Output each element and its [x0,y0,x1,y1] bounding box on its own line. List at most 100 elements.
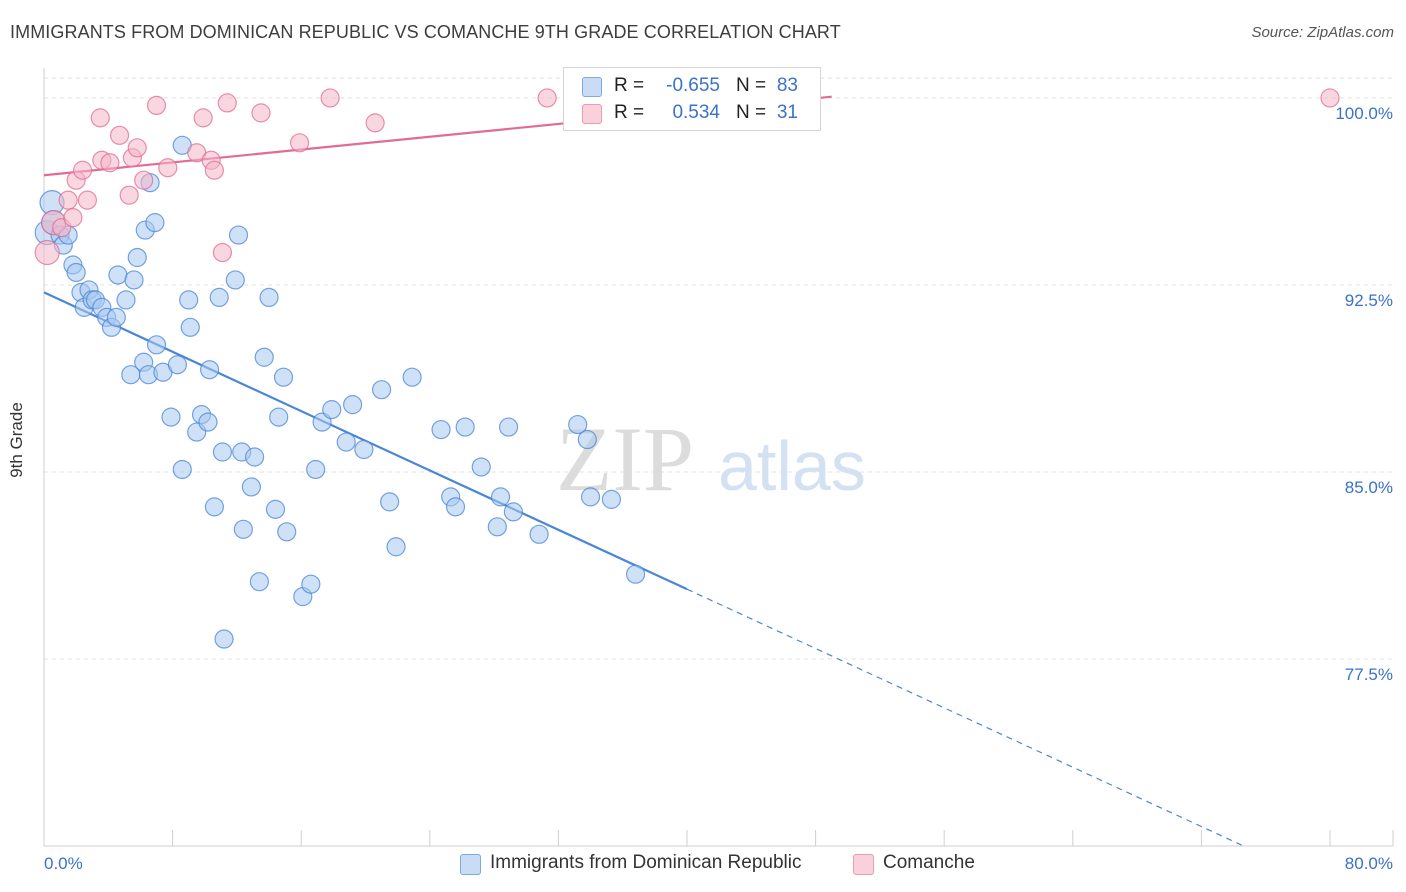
point-dominican [601,489,622,509]
point-dominican [487,517,507,537]
stats-swatch-dominican [582,77,602,97]
r-value: -0.655 [666,75,720,96]
point-dominican [471,457,491,477]
point-dominican [116,290,136,310]
point-dominican [179,290,199,310]
n-label: N = [736,75,767,96]
stats-swatch-comanche [582,104,602,124]
point-dominican [273,367,294,387]
point-dominican [402,367,422,387]
point-dominican [336,432,356,452]
legend-swatch-comanche [853,854,874,875]
point-dominican [354,439,374,460]
trend-line-extension [686,588,1242,846]
legend-label-dominican: Immigrants from Dominican Republic [490,852,802,873]
r-label: R = [614,75,645,96]
point-dominican [199,360,220,380]
point-dominican [172,459,192,480]
point-dominican [455,417,475,437]
x-tick-label: 0.0% [44,854,83,873]
point-comanche [204,160,224,180]
point-dominican [577,429,597,450]
stats-row-comanche: R = 0.534 N = 31 [564,101,820,125]
point-dominican [106,307,126,327]
point-dominican [503,502,523,522]
point-comanche [134,170,154,190]
n-value: 31 [776,102,798,123]
point-dominican [167,355,188,375]
point-dominican [269,407,289,427]
y-tick-label: 85.0% [1345,478,1393,497]
point-dominican [306,459,326,480]
point-comanche [119,185,139,205]
point-comanche [158,158,178,178]
point-dominican [386,537,406,557]
point-dominican [431,419,451,440]
point-comanche [63,208,83,228]
point-dominican [244,447,265,467]
point-comanche [34,239,60,266]
point-dominican [343,395,363,415]
point-comanche [90,108,110,128]
legend-swatch-dominican [460,854,481,875]
stats-box: R = -0.655 N = 83 R = 0.534 N = 31 [563,67,821,131]
y-axis-label: 9th Grade [7,402,26,478]
chart-title: IMMIGRANTS FROM DOMINICAN REPUBLIC VS CO… [10,22,841,42]
watermark: ZIP atlas [556,408,866,510]
y-tick-label: 100.0% [1335,104,1393,123]
point-dominican [259,287,279,308]
point-dominican [241,477,261,497]
point-dominican [145,213,165,233]
point-dominican [498,417,519,437]
point-comanche [1320,88,1340,108]
point-dominican [568,414,588,435]
legend-label-comanche: Comanche [883,852,975,873]
point-dominican [228,225,249,245]
point-dominican [445,497,466,517]
source-label: Source: ZipAtlas.com [1251,24,1394,41]
point-dominican [249,572,270,592]
point-comanche [365,113,385,133]
point-comanche [77,190,98,210]
point-dominican [580,487,601,507]
point-comanche [100,153,120,173]
point-dominican [225,270,245,290]
point-dominican [204,497,224,517]
point-comanche [72,160,93,180]
point-comanche [58,190,78,210]
point-comanche [127,138,147,158]
point-dominican [233,519,253,539]
watermark-atlas: atlas [718,427,866,505]
point-dominican [146,335,167,355]
point-comanche [217,93,237,113]
point-dominican [108,265,128,285]
point-dominican [127,247,147,268]
point-dominican [490,487,511,507]
x-tick-label: 80.0% [1345,854,1393,873]
point-dominican [277,522,297,542]
point-dominican [212,442,233,462]
point-dominican [214,629,234,649]
point-dominican [198,412,218,432]
point-dominican [161,407,181,427]
point-comanche [146,95,167,116]
point-dominican [180,317,200,337]
point-comanche [212,242,233,263]
point-dominican [529,524,549,544]
point-dominican [380,492,400,512]
point-dominican [625,564,646,584]
point-comanche [537,88,557,108]
point-dominican [265,499,286,519]
point-comanche [251,103,271,123]
point-dominican [301,574,321,594]
r-value: 0.534 [672,102,720,123]
r-label: R = [614,102,645,123]
n-value: 83 [776,75,798,96]
n-label: N = [736,102,767,123]
point-dominican [66,262,86,283]
point-comanche [193,108,213,128]
point-dominican [322,400,342,420]
y-tick-label: 77.5% [1345,665,1393,684]
point-comanche [320,88,340,108]
